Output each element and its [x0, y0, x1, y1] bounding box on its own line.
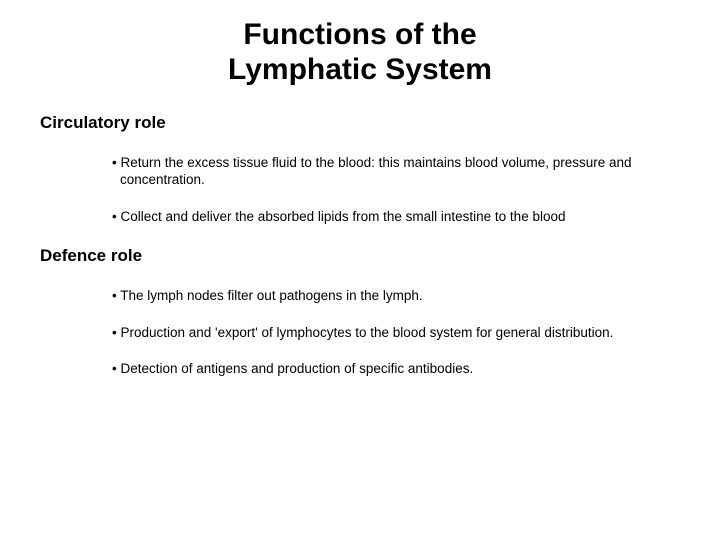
- bullet-item: Return the excess tissue fluid to the bl…: [112, 155, 670, 189]
- bullet-item: Production and 'export' of lymphocytes t…: [112, 325, 670, 342]
- bullet-item: Detection of antigens and production of …: [112, 361, 670, 378]
- section-heading-defence: Defence role: [40, 246, 680, 266]
- bullet-list-defence: The lymph nodes filter out pathogens in …: [40, 288, 680, 379]
- bullet-item: Collect and deliver the absorbed lipids …: [112, 209, 670, 226]
- section-heading-circulatory: Circulatory role: [40, 113, 680, 133]
- slide-title: Functions of the Lymphatic System: [40, 18, 680, 87]
- bullet-list-circulatory: Return the excess tissue fluid to the bl…: [40, 155, 680, 226]
- title-line-2: Lymphatic System: [228, 53, 492, 86]
- slide-container: Functions of the Lymphatic System Circul…: [0, 0, 720, 540]
- bullet-item: The lymph nodes filter out pathogens in …: [112, 288, 670, 305]
- title-line-1: Functions of the: [243, 18, 476, 51]
